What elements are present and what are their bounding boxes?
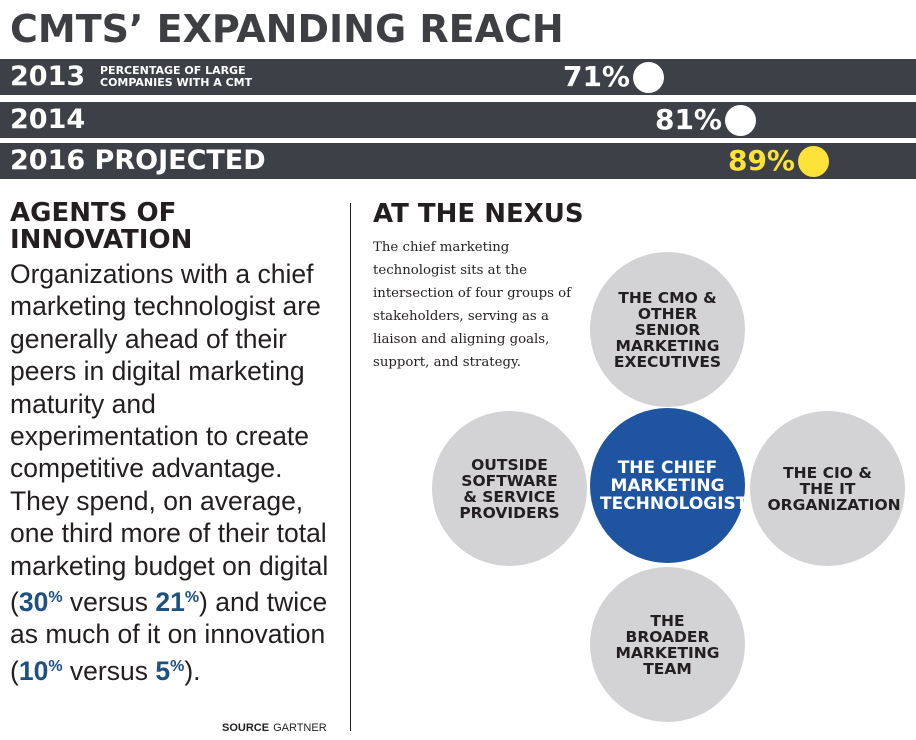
- nexus-description: The chief marketing technologist sits at…: [373, 240, 572, 370]
- percent-sign: %: [48, 589, 63, 607]
- bar-category-label: 2014: [10, 104, 86, 135]
- bar-value-dot: [725, 105, 756, 136]
- percent-sign: %: [170, 657, 185, 675]
- bar-row-2013: 2013 PERCENTAGE OF LARGE COMPANIES WITH …: [0, 59, 916, 95]
- bar-row-2014: 2014 81%: [0, 102, 916, 138]
- chart-subtitle: PERCENTAGE OF LARGE COMPANIES WITH A CMT: [100, 64, 253, 89]
- circle-cmt: THE CHIEF MARKETING TECHNOLOGIST: [590, 408, 748, 563]
- circle-team-label: THE BROADER MARKETING TEAM: [615, 611, 720, 678]
- nexus-heading: AT THE NEXUS: [373, 199, 584, 229]
- source-note: SOURCE GARTNER: [222, 722, 327, 734]
- bar-value-dot: [798, 146, 829, 177]
- body-text: versus: [62, 587, 156, 618]
- body-text: versus: [62, 655, 156, 686]
- bar-category-label: 2016 PROJECTED: [10, 145, 266, 176]
- agents-body: Organizations with a chief marketing tec…: [10, 258, 345, 687]
- circle-marketing-team: THE BROADER MARKETING TEAM: [590, 567, 745, 722]
- body-text: ) and twice as much of it on innovation …: [10, 587, 328, 686]
- column-divider: [350, 203, 351, 731]
- circle-cmt-label: THE CHIEF MARKETING TECHNOLOGIST: [600, 457, 748, 514]
- bar-value-label: 71%: [562, 60, 630, 93]
- stat-5: 5: [155, 655, 171, 686]
- source-label: SOURCE: [222, 722, 270, 734]
- bar-category-label: 2013: [10, 61, 86, 92]
- circle-cmo-label: THE CMO & OTHER SENIOR MARKETING EXECUTI…: [613, 288, 722, 371]
- agents-heading: AGENTS OF INNOVATION: [10, 198, 193, 255]
- circle-outside-label: OUTSIDE SOFTWARE & SERVICE PROVIDERS: [459, 455, 560, 522]
- bar-value-label: 89%: [727, 144, 795, 177]
- circle-outside-providers: OUTSIDE SOFTWARE & SERVICE PROVIDERS: [432, 411, 587, 566]
- body-text: ).: [184, 655, 201, 686]
- circle-cio-label: THE CIO & THE IT ORGANIZATION: [767, 463, 901, 514]
- source-value: GARTNER: [273, 722, 327, 734]
- bar-value-label: 81%: [654, 103, 722, 136]
- percent-sign: %: [184, 589, 200, 607]
- stat-21: 21: [155, 587, 185, 618]
- bar-value-dot: [633, 62, 664, 93]
- stat-30: 30: [18, 587, 49, 618]
- bar-row-2016: 2016 PROJECTED 89%: [0, 143, 916, 179]
- percent-sign: %: [48, 657, 63, 675]
- circle-cmo: THE CMO & OTHER SENIOR MARKETING EXECUTI…: [590, 252, 745, 407]
- stat-10: 10: [18, 655, 49, 686]
- page-title: CMTS’ EXPANDING REACH: [10, 7, 564, 51]
- body-text: Organizations with a chief marketing tec…: [10, 259, 329, 618]
- circle-cio: THE CIO & THE IT ORGANIZATION: [750, 411, 905, 566]
